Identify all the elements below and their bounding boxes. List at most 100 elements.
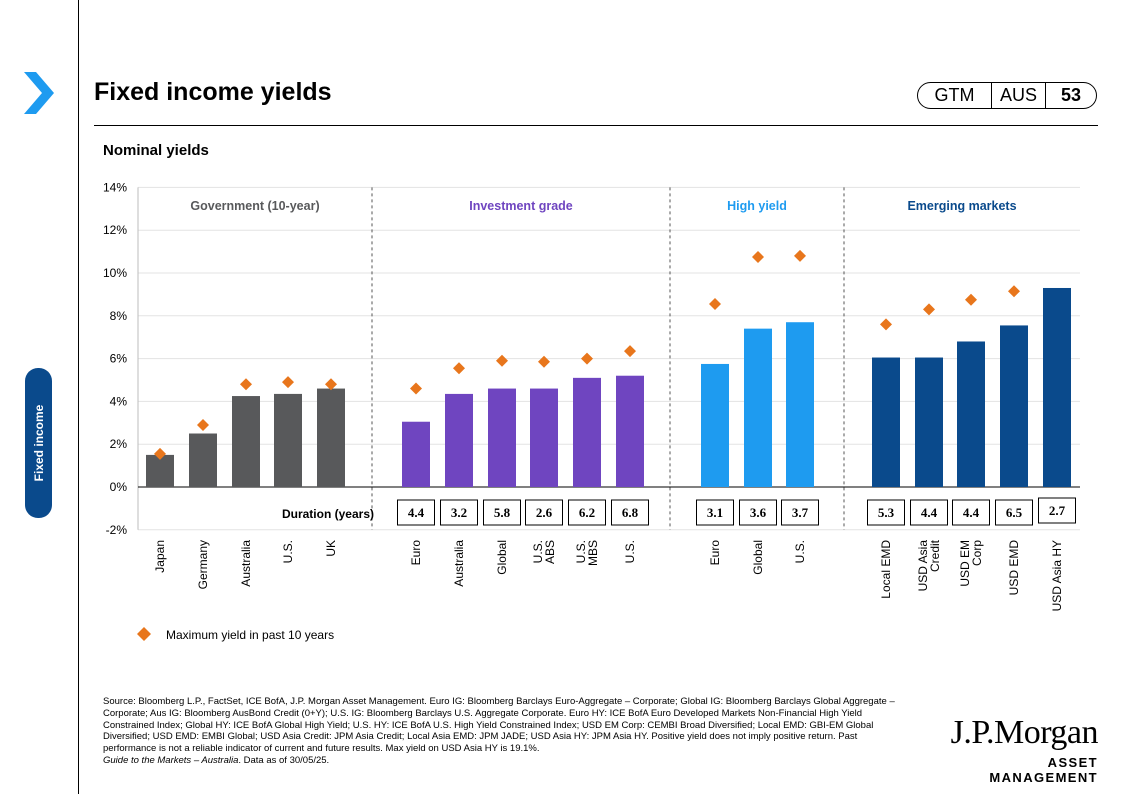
logo-tagline: ASSET MANAGEMENT (989, 755, 1098, 785)
duration-value: 2.7 (1049, 503, 1066, 518)
bar (786, 322, 814, 487)
duration-value: 6.5 (1006, 505, 1023, 520)
group-label: Government (10-year) (190, 199, 319, 213)
slide-tag-pill: GTM AUS 53 (917, 82, 1097, 109)
x-tick-label: Local EMD (879, 540, 893, 599)
max-yield-marker (581, 352, 593, 365)
bar (872, 357, 900, 487)
x-tick-label: U.S.MBS (574, 540, 600, 566)
bar (1000, 325, 1028, 487)
bar (616, 375, 644, 487)
max-yield-marker (197, 418, 209, 431)
y-tick-label: 14% (103, 180, 127, 194)
duration-box (910, 499, 948, 526)
source-note: Source: Bloomberg L.P., FactSet, ICE Bof… (103, 696, 913, 767)
x-tick-label: USD Asia HY (1050, 540, 1064, 611)
duration-value: 6.2 (579, 505, 595, 520)
duration-box (483, 499, 521, 526)
max-yield-marker (965, 293, 977, 306)
x-tick-label: Euro (409, 540, 423, 566)
y-tick-label: 10% (103, 266, 127, 280)
x-tick-label: Australia (452, 540, 466, 587)
duration-value: 4.4 (921, 505, 938, 520)
x-tick-label: Japan (153, 540, 167, 573)
max-yield-marker (154, 447, 166, 460)
max-yield-marker (282, 376, 294, 389)
duration-box (440, 499, 478, 526)
x-tick-label: USD EMD (1007, 540, 1021, 596)
legend-label: Maximum yield in past 10 years (166, 628, 334, 642)
group-label: Emerging markets (907, 199, 1016, 213)
x-tick-label: Euro (708, 540, 722, 566)
duration-value: 3.1 (707, 505, 723, 520)
group-label: Investment grade (469, 199, 573, 213)
tag-page-number: 53 (1060, 85, 1082, 105)
duration-box (611, 499, 649, 526)
duration-value: 6.8 (622, 505, 639, 520)
bar (915, 357, 943, 487)
duration-box (867, 499, 905, 526)
y-tick-label: 0% (110, 480, 128, 494)
max-yield-marker (325, 378, 337, 391)
x-tick-label: USD EMCorp (958, 540, 984, 587)
chart-subtitle: Nominal yields (103, 142, 209, 159)
max-yield-marker (240, 378, 252, 391)
bar (232, 396, 260, 487)
left-margin-rule (78, 0, 79, 794)
tag-region: AUS (992, 83, 1046, 108)
y-tick-label: 4% (110, 394, 128, 408)
duration-value: 3.2 (451, 505, 467, 520)
y-tick-label: 6% (110, 352, 128, 366)
duration-box (952, 499, 990, 526)
y-tick-label: 8% (110, 309, 128, 323)
chevron-right-icon (24, 72, 54, 114)
x-tick-label: U.S. (793, 540, 807, 563)
bar (701, 363, 729, 487)
duration-value: 3.6 (750, 505, 767, 520)
source-guide: Guide to the Markets – Australia (103, 754, 239, 766)
bar (744, 328, 772, 487)
x-tick-label: Germany (196, 540, 210, 589)
bar (274, 393, 302, 487)
bar (573, 377, 601, 487)
source-date: . Data as of 30/05/25. (238, 754, 330, 766)
duration-value: 5.8 (494, 505, 511, 520)
x-tick-label: Global (751, 540, 765, 575)
bar (402, 421, 430, 487)
duration-label: Duration (years) (282, 507, 374, 521)
duration-value: 4.4 (408, 505, 425, 520)
duration-box (1038, 497, 1076, 524)
duration-box (995, 499, 1033, 526)
x-tick-label: U.S. (281, 540, 295, 563)
x-tick-label: Global (495, 540, 509, 575)
max-yield-marker (410, 382, 422, 395)
max-yield-marker (923, 303, 935, 316)
duration-value: 5.3 (878, 505, 895, 520)
max-yield-marker (538, 355, 550, 368)
jpmorgan-logo: J.P.Morgan ASSET MANAGEMENT (946, 714, 1099, 786)
bar (317, 388, 345, 487)
max-yield-marker (880, 318, 892, 331)
bar (488, 388, 516, 487)
y-tick-label: 12% (103, 223, 127, 237)
tag-gtm: GTM (918, 83, 992, 108)
max-yield-marker (752, 250, 764, 263)
max-yield-marker (1008, 285, 1020, 298)
max-yield-marker (624, 345, 636, 358)
duration-box (568, 499, 606, 526)
y-tick-label: -2% (106, 523, 128, 537)
duration-box (739, 499, 777, 526)
duration-value: 2.6 (536, 505, 553, 520)
section-tab-fixed-income[interactable]: Fixed income (25, 368, 52, 518)
x-tick-label: UK (324, 540, 338, 557)
bar (189, 433, 217, 487)
logo-wordmark: J.P.Morgan (950, 714, 1099, 751)
x-tick-label: Australia (239, 540, 253, 587)
duration-box (696, 499, 734, 526)
max-yield-marker (453, 362, 465, 375)
duration-value: 3.7 (792, 505, 809, 520)
legend-marker (137, 627, 151, 641)
group-label: High yield (727, 199, 787, 213)
page-title: Fixed income yields (94, 78, 332, 106)
x-tick-label: U.S.ABS (531, 540, 557, 564)
